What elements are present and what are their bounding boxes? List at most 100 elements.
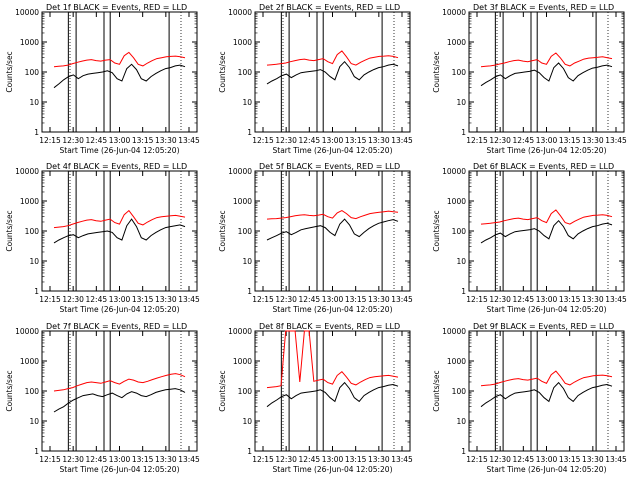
chart-panel-5: Det 5f BLACK = Events, RED = LLD 1 10 100 10…	[218, 162, 413, 314]
x-tick-label: 13:30	[155, 455, 177, 464]
x-axis-label: Start Time (26-Jun-04 12:05:20)	[60, 465, 180, 474]
y-tick-label: 100	[452, 68, 467, 77]
x-tick-label: 12:45	[86, 295, 108, 304]
y-tick-label: 10	[242, 417, 252, 426]
plot-frame	[468, 170, 625, 292]
y-tick-label: 1	[461, 287, 466, 296]
y-axis-label: Counts/sec	[218, 51, 227, 92]
series-line-lld	[480, 209, 613, 225]
x-tick-label: 13:00	[109, 136, 131, 145]
x-tick-label: 13:00	[322, 295, 344, 304]
y-tick-label: 1	[461, 447, 466, 456]
y-tick-label: 10	[29, 417, 39, 426]
x-tick-label: 13:00	[536, 295, 558, 304]
x-tick-label: 13:00	[322, 136, 344, 145]
y-axis-label: Counts/sec	[218, 370, 227, 411]
x-axis-label: Start Time (26-Jun-04 12:05:20)	[273, 465, 393, 474]
y-tick-label: 1000	[20, 197, 39, 206]
chart-panel-4: Det 4f BLACK = Events, RED = LLD 1 10 100 10…	[5, 162, 200, 314]
y-axis-label: Counts/sec	[5, 210, 14, 251]
x-tick-label: 13:45	[178, 455, 200, 464]
chart-panel-3: Det 3f BLACK = Events, RED = LLD 1 10 100 10…	[432, 3, 627, 155]
x-tick-label: 12:30	[275, 136, 297, 145]
chart-title: Det 1f BLACK = Events, RED = LLD	[46, 3, 187, 12]
x-tick-label: 13:30	[155, 295, 177, 304]
x-tick-label: 12:15	[252, 136, 274, 145]
plot-frame	[254, 170, 411, 292]
y-tick-label: 1	[247, 128, 252, 137]
x-tick-label: 13:15	[132, 455, 154, 464]
x-tick-label: 12:30	[489, 455, 511, 464]
x-tick-label: 13:30	[582, 295, 604, 304]
series-line-lld	[266, 210, 399, 220]
x-tick-label: 12:45	[299, 455, 321, 464]
x-tick-label: 12:15	[252, 455, 274, 464]
chart-title: Det 4f BLACK = Events, RED = LLD	[46, 162, 187, 171]
chart-panel-8: Det 8f BLACK = Events, RED = LLD 1 10 100 10…	[218, 322, 413, 474]
x-tick-label: 13:00	[109, 295, 131, 304]
x-tick-label: 12:30	[62, 455, 84, 464]
y-tick-label: 1000	[233, 38, 252, 47]
plot-frame	[468, 11, 625, 133]
series-line-lld	[266, 50, 399, 66]
x-tick-label: 13:30	[582, 455, 604, 464]
chart-title: Det 2f BLACK = Events, RED = LLD	[259, 3, 400, 12]
x-tick-label: 12:45	[299, 295, 321, 304]
chart-title: Det 9f BLACK = Events, RED = LLD	[473, 322, 614, 331]
y-tick-label: 100	[452, 227, 467, 236]
y-tick-label: 1000	[20, 357, 39, 366]
x-tick-label: 12:30	[275, 455, 297, 464]
x-tick-label: 13:15	[345, 455, 367, 464]
y-tick-label: 100	[25, 227, 40, 236]
x-tick-label: 13:45	[391, 295, 413, 304]
x-tick-label: 12:15	[39, 295, 61, 304]
chart-panel-7: Det 7f BLACK = Events, RED = LLD 1 10 100 10…	[5, 322, 200, 474]
y-tick-label: 1000	[20, 38, 39, 47]
x-axis-label: Start Time (26-Jun-04 12:05:20)	[487, 305, 607, 314]
x-tick-label: 13:15	[345, 295, 367, 304]
series-line-events	[53, 63, 186, 89]
x-tick-label: 12:15	[39, 455, 61, 464]
y-tick-label: 10	[456, 417, 466, 426]
x-axis-label: Start Time (26-Jun-04 12:05:20)	[487, 146, 607, 155]
y-tick-label: 1	[34, 447, 39, 456]
series-line-events	[53, 388, 186, 413]
x-tick-label: 13:30	[582, 136, 604, 145]
x-tick-label: 12:45	[299, 136, 321, 145]
series-line-lld	[53, 373, 186, 392]
x-tick-label: 13:15	[132, 136, 154, 145]
y-tick-label: 1000	[447, 357, 466, 366]
x-tick-label: 12:45	[86, 455, 108, 464]
y-tick-label: 10	[29, 257, 39, 266]
series-line-events	[266, 381, 399, 408]
y-tick-label: 10000	[442, 8, 466, 17]
chart-title: Det 3f BLACK = Events, RED = LLD	[473, 3, 614, 12]
y-tick-label: 1	[461, 128, 466, 137]
x-tick-label: 13:15	[345, 136, 367, 145]
y-tick-label: 10000	[15, 167, 39, 176]
y-tick-label: 10000	[228, 327, 252, 336]
x-tick-label: 12:30	[62, 136, 84, 145]
y-tick-label: 10000	[442, 167, 466, 176]
y-tick-label: 100	[25, 68, 40, 77]
x-tick-label: 13:00	[109, 455, 131, 464]
x-tick-label: 12:30	[62, 295, 84, 304]
y-tick-label: 100	[238, 387, 253, 396]
series-line-events	[480, 381, 613, 408]
chart-panel-1: Det 1f BLACK = Events, RED = LLD 1 10 100 10…	[5, 3, 200, 155]
y-tick-label: 10	[456, 257, 466, 266]
y-tick-label: 1000	[233, 357, 252, 366]
y-tick-label: 100	[452, 387, 467, 396]
plot-frame	[41, 330, 198, 452]
y-tick-label: 10	[29, 98, 39, 107]
chart-panel-9: Det 9f BLACK = Events, RED = LLD 1 10 100 10…	[432, 322, 627, 474]
y-tick-label: 10	[242, 98, 252, 107]
y-axis-label: Counts/sec	[432, 370, 441, 411]
series-line-lld	[266, 330, 399, 389]
plot-frame	[41, 11, 198, 133]
x-tick-label: 13:15	[132, 295, 154, 304]
plot-frame	[41, 170, 198, 292]
x-axis-label: Start Time (26-Jun-04 12:05:20)	[487, 465, 607, 474]
chart-title: Det 8f BLACK = Events, RED = LLD	[259, 322, 400, 331]
x-tick-label: 12:30	[489, 136, 511, 145]
